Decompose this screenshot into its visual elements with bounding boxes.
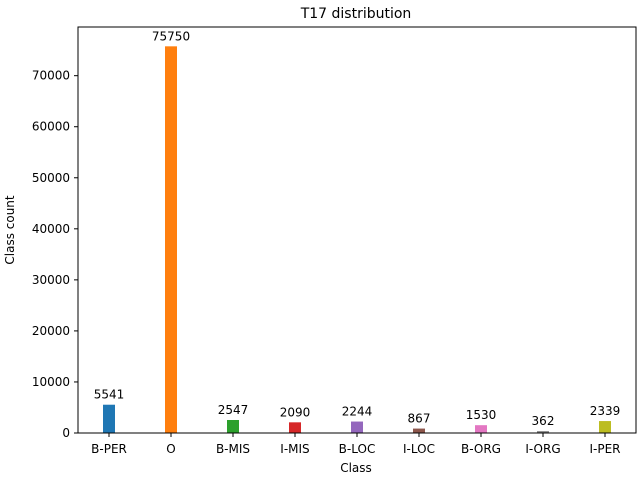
- y-axis-label: Class count: [3, 195, 17, 265]
- bar-i-mis: [289, 422, 301, 433]
- x-tick-label: B-LOC: [339, 442, 376, 456]
- y-tick-label: 20000: [32, 324, 70, 338]
- x-tick-label: I-LOC: [403, 442, 435, 456]
- y-tick-label: 50000: [32, 171, 70, 185]
- chart-title: T17 distribution: [300, 6, 412, 22]
- bar-i-org: [537, 431, 549, 433]
- x-tick-label: B-MIS: [216, 442, 250, 456]
- x-tick-label: B-PER: [91, 442, 127, 456]
- data-label: 75750: [152, 29, 190, 43]
- data-label: 2547: [218, 403, 249, 417]
- x-tick-label: I-ORG: [525, 442, 560, 456]
- data-label: 1530: [466, 408, 497, 422]
- x-tick-label: I-PER: [589, 442, 620, 456]
- bar-b-org: [475, 425, 487, 433]
- x-tick-label: I-MIS: [280, 442, 309, 456]
- bar-b-mis: [227, 419, 239, 433]
- y-tick-label: 60000: [32, 120, 70, 134]
- bar-b-loc: [351, 421, 363, 433]
- x-axis-label: Class: [340, 461, 372, 475]
- bar-i-loc: [413, 428, 425, 433]
- data-label: 2090: [280, 405, 311, 419]
- data-label: 2339: [590, 404, 621, 418]
- bar-i-per: [599, 421, 611, 433]
- bar-b-per: [103, 404, 115, 433]
- data-label: 867: [408, 412, 431, 426]
- x-tick-label: O: [166, 442, 175, 456]
- y-tick-label: 70000: [32, 69, 70, 83]
- data-label: 2244: [342, 405, 373, 419]
- y-tick-label: 30000: [32, 273, 70, 287]
- bar-o: [165, 46, 177, 433]
- y-tick-label: 40000: [32, 222, 70, 236]
- y-tick-label: 0: [62, 426, 70, 440]
- x-tick-label: B-ORG: [461, 442, 501, 456]
- plot-frame: [77, 26, 637, 434]
- data-label: 5541: [94, 388, 125, 402]
- y-tick-label: 10000: [32, 375, 70, 389]
- data-label: 362: [532, 414, 555, 428]
